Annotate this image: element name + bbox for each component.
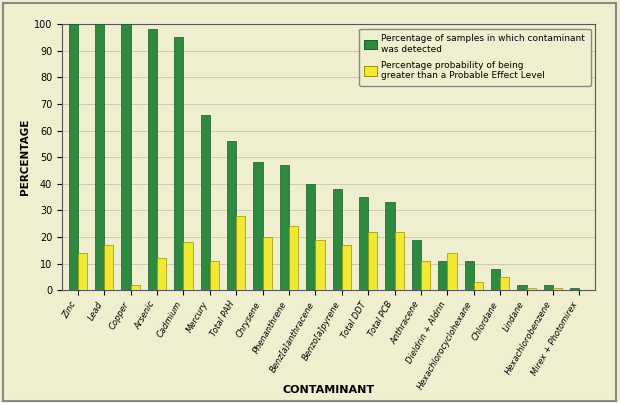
Bar — [280, 165, 289, 290]
Bar — [104, 245, 113, 290]
Bar — [157, 258, 166, 290]
Bar — [448, 253, 456, 290]
Bar — [316, 240, 325, 290]
Bar — [227, 141, 236, 290]
Bar — [236, 216, 246, 290]
Bar — [368, 232, 378, 290]
Bar — [464, 261, 474, 290]
Bar — [332, 189, 342, 290]
Bar — [174, 37, 184, 290]
Legend: Percentage of samples in which contaminant
was detected, Percentage probability : Percentage of samples in which contamina… — [359, 29, 591, 85]
Bar — [394, 232, 404, 290]
Bar — [122, 24, 131, 290]
Bar — [474, 282, 483, 290]
Bar — [184, 242, 193, 290]
Text: CONTAMINANT: CONTAMINANT — [283, 385, 374, 395]
Bar — [289, 226, 298, 290]
Bar — [491, 269, 500, 290]
Bar — [517, 285, 526, 290]
Bar — [500, 277, 510, 290]
Bar — [148, 29, 157, 290]
Bar — [78, 253, 87, 290]
Bar — [553, 287, 562, 290]
Bar — [95, 24, 104, 290]
Bar — [263, 237, 272, 290]
Bar — [342, 245, 351, 290]
Bar — [526, 287, 536, 290]
Bar — [438, 261, 448, 290]
Bar — [69, 24, 78, 290]
Y-axis label: PERCENTAGE: PERCENTAGE — [20, 119, 30, 195]
Bar — [359, 197, 368, 290]
Bar — [306, 184, 316, 290]
Bar — [254, 162, 263, 290]
Bar — [210, 261, 219, 290]
Bar — [131, 285, 140, 290]
Bar — [386, 202, 394, 290]
Bar — [201, 114, 210, 290]
Bar — [421, 261, 430, 290]
Bar — [412, 240, 421, 290]
Bar — [544, 285, 553, 290]
Bar — [570, 287, 579, 290]
